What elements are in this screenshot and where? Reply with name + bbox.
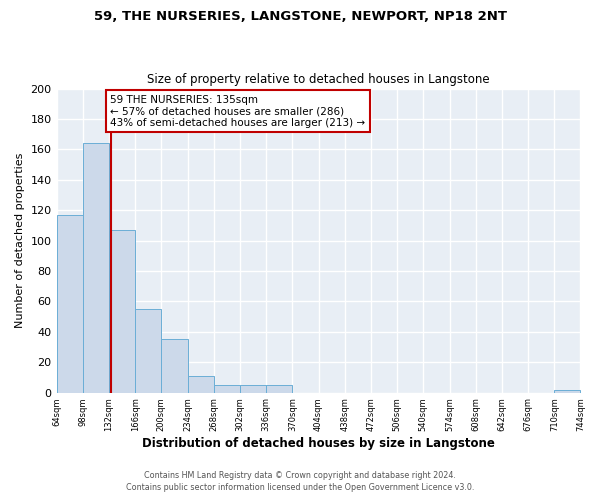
Bar bbox=[56, 214, 83, 392]
Text: Contains HM Land Registry data © Crown copyright and database right 2024.
Contai: Contains HM Land Registry data © Crown c… bbox=[126, 471, 474, 492]
Text: 59 THE NURSERIES: 135sqm
← 57% of detached houses are smaller (286)
43% of semi-: 59 THE NURSERIES: 135sqm ← 57% of detach… bbox=[110, 94, 365, 128]
Bar bbox=[214, 385, 240, 392]
Text: 59, THE NURSERIES, LANGSTONE, NEWPORT, NP18 2NT: 59, THE NURSERIES, LANGSTONE, NEWPORT, N… bbox=[94, 10, 506, 23]
Bar bbox=[188, 376, 214, 392]
Bar bbox=[240, 385, 266, 392]
Bar bbox=[135, 309, 161, 392]
X-axis label: Distribution of detached houses by size in Langstone: Distribution of detached houses by size … bbox=[142, 437, 495, 450]
Y-axis label: Number of detached properties: Number of detached properties bbox=[15, 153, 25, 328]
Title: Size of property relative to detached houses in Langstone: Size of property relative to detached ho… bbox=[147, 73, 490, 86]
Bar bbox=[554, 390, 580, 392]
Bar bbox=[161, 340, 188, 392]
Bar bbox=[109, 230, 135, 392]
Bar bbox=[266, 385, 292, 392]
Bar bbox=[83, 144, 109, 392]
